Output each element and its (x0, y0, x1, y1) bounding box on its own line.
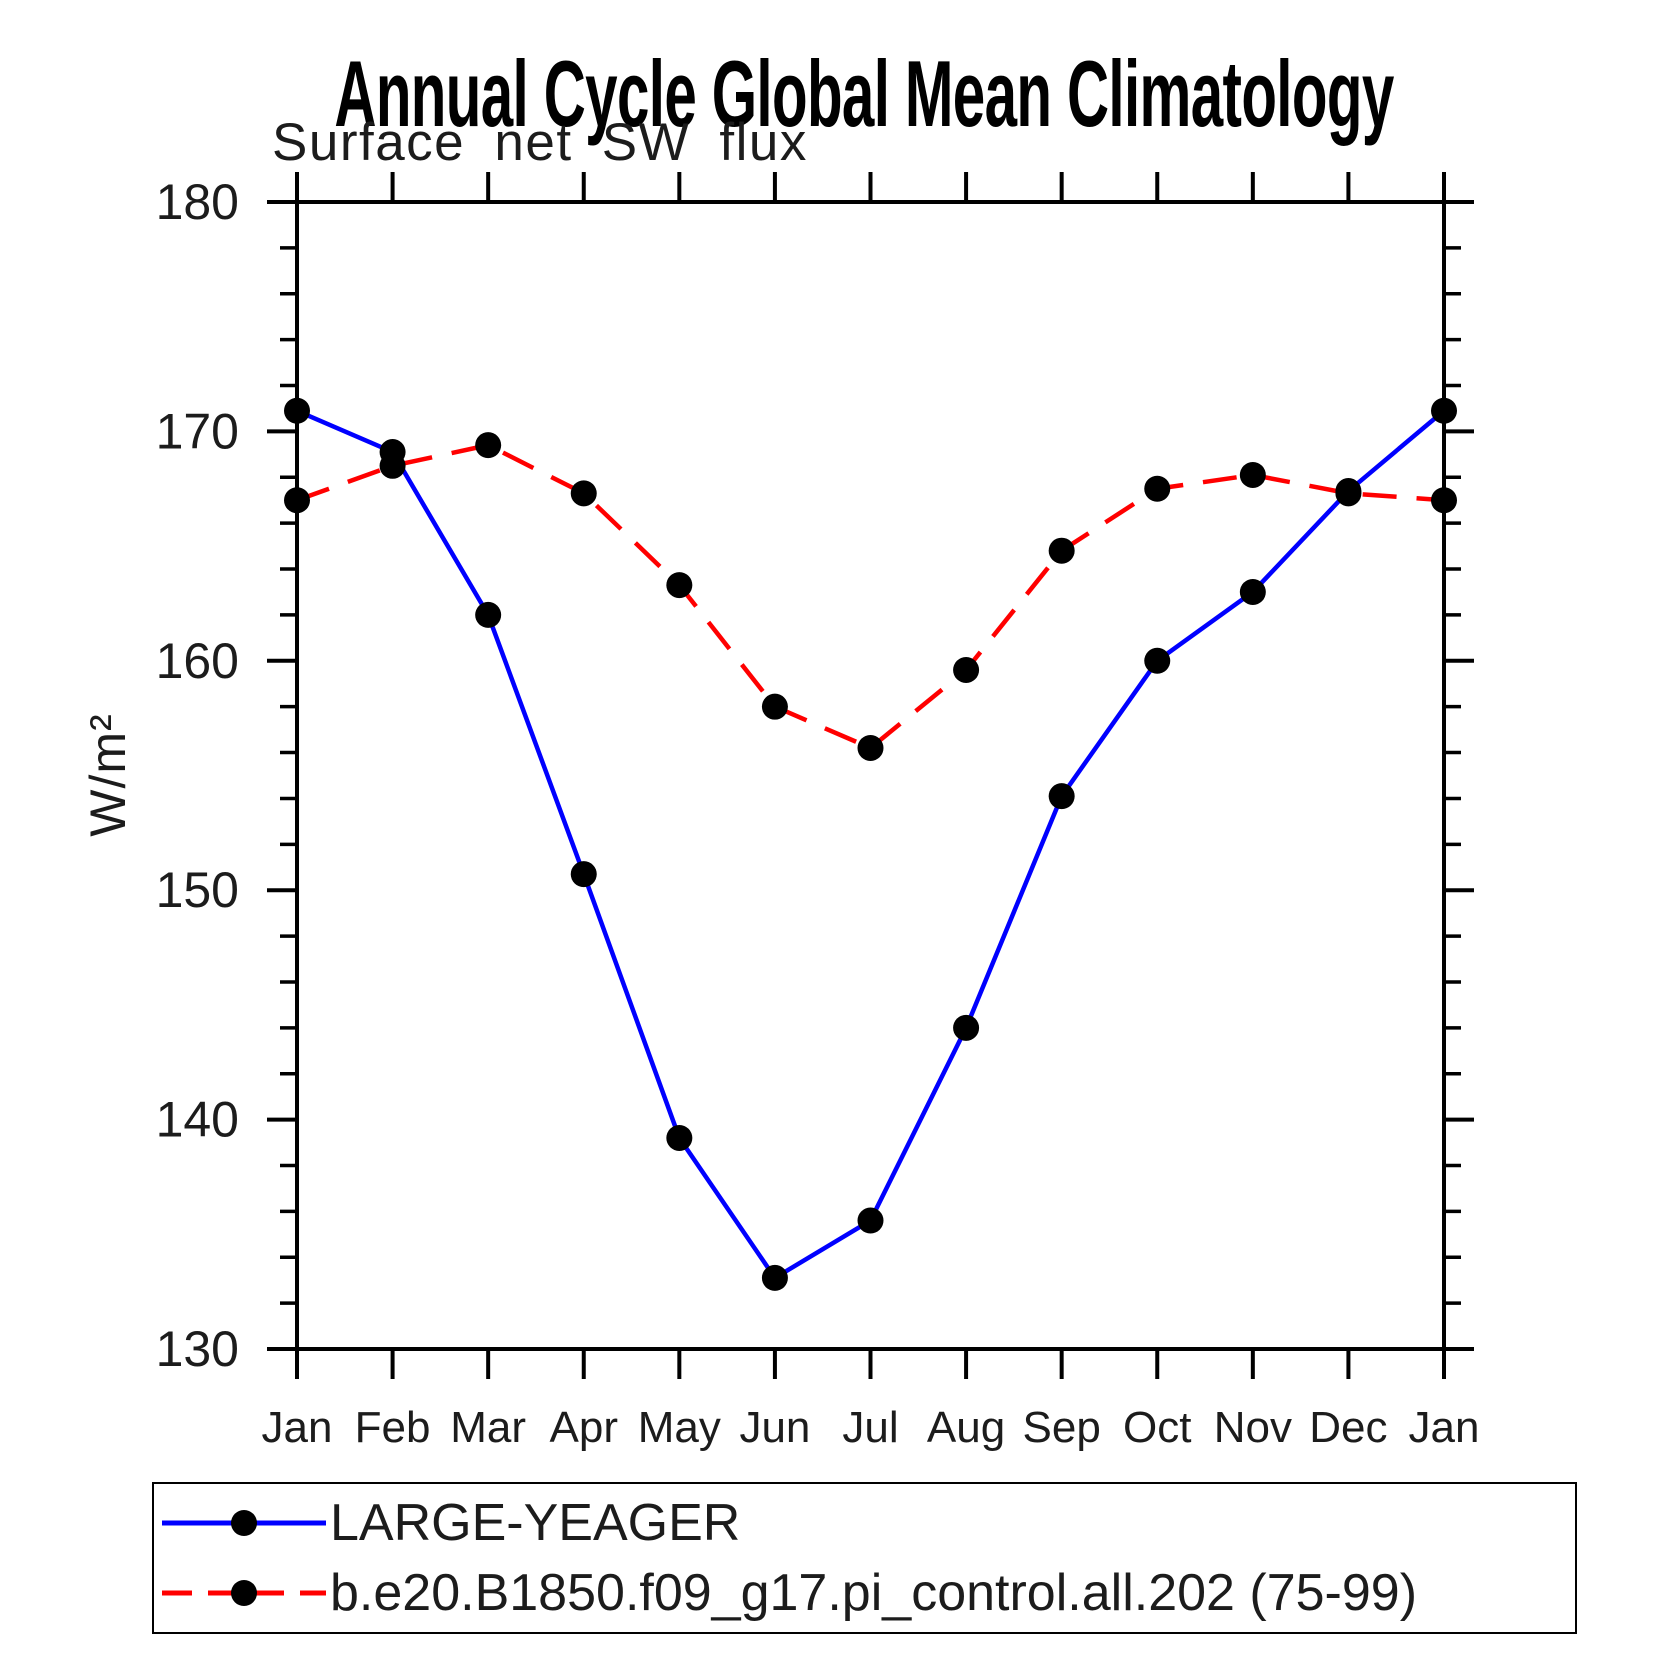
data-point-series-1 (284, 487, 310, 514)
y-tick-label: 180 (156, 174, 239, 230)
legend-item-large-yeager: LARGE-YEAGER (160, 1492, 1575, 1554)
y-tick-label: 170 (156, 403, 239, 459)
y-tick-label: 130 (156, 1321, 239, 1377)
data-point-series-1 (1239, 461, 1266, 488)
data-point-series-0 (284, 397, 310, 424)
data-point-series-1 (1144, 475, 1171, 502)
series-line-0 (296, 408, 1446, 1281)
data-point-series-0 (1048, 783, 1075, 810)
y-tick-label: 160 (156, 633, 239, 689)
data-point-series-1 (475, 432, 502, 459)
x-tick-label: Dec (1309, 1403, 1387, 1452)
data-point-series-0 (857, 1207, 884, 1234)
x-tick-label: Feb (355, 1403, 431, 1452)
x-tick-label: Apr (550, 1403, 618, 1452)
y-tick-label: 150 (156, 862, 239, 918)
chart-subtitle: Surface net SW flux (272, 113, 808, 172)
x-tick-label: May (638, 1403, 721, 1452)
x-tick-label: Jun (739, 1403, 810, 1452)
x-tick-label: Sep (1023, 1403, 1101, 1452)
legend-item-model-run: b.e20.B1850.f09_g17.pi_control.all.202 (… (160, 1562, 1575, 1624)
x-tick-label: Jul (842, 1403, 898, 1452)
data-point-series-0 (475, 601, 502, 628)
data-point-series-1 (1431, 487, 1457, 514)
data-point-series-0 (761, 1264, 788, 1291)
x-tick-label: Oct (1123, 1403, 1191, 1452)
data-point-series-1 (953, 656, 980, 683)
data-point-series-0 (379, 439, 406, 466)
data-point-series-0 (1335, 478, 1362, 505)
data-point-series-0 (1144, 647, 1171, 674)
y-tick-label: 140 (156, 1092, 239, 1148)
data-point-series-0 (1239, 578, 1266, 605)
x-tick-label: Nov (1214, 1403, 1292, 1452)
data-point-series-0 (1431, 397, 1457, 424)
legend-label: b.e20.B1850.f09_g17.pi_control.all.202 (… (330, 1564, 1418, 1622)
x-tick-label: Mar (450, 1403, 526, 1452)
legend-dot-icon (231, 1510, 257, 1536)
legend-marker-solid-line (162, 1510, 326, 1536)
x-tick-label: Jan (262, 1403, 333, 1452)
legend-box: LARGE-YEAGER b.e20.B1850.f09_g17.pi_cont… (152, 1482, 1577, 1634)
data-point-series-0 (570, 861, 597, 888)
data-point-series-0 (953, 1014, 980, 1041)
x-tick-label: Jan (1409, 1403, 1480, 1452)
series-line-1 (296, 442, 1445, 751)
legend-dot-icon (231, 1580, 257, 1606)
plot-frame (295, 200, 1446, 1351)
data-point-series-1 (570, 480, 597, 507)
legend-label: LARGE-YEAGER (330, 1494, 741, 1552)
data-point-series-1 (666, 572, 693, 599)
data-point-series-1 (857, 734, 884, 761)
data-point-series-0 (666, 1124, 693, 1151)
chart-title: Annual Cycle Global Mean Climatology (334, 41, 1394, 146)
legend-marker-dashed-line (162, 1580, 326, 1606)
data-point-series-1 (761, 693, 788, 720)
data-point-series-1 (1048, 537, 1075, 564)
x-tick-label: Aug (927, 1403, 1005, 1452)
